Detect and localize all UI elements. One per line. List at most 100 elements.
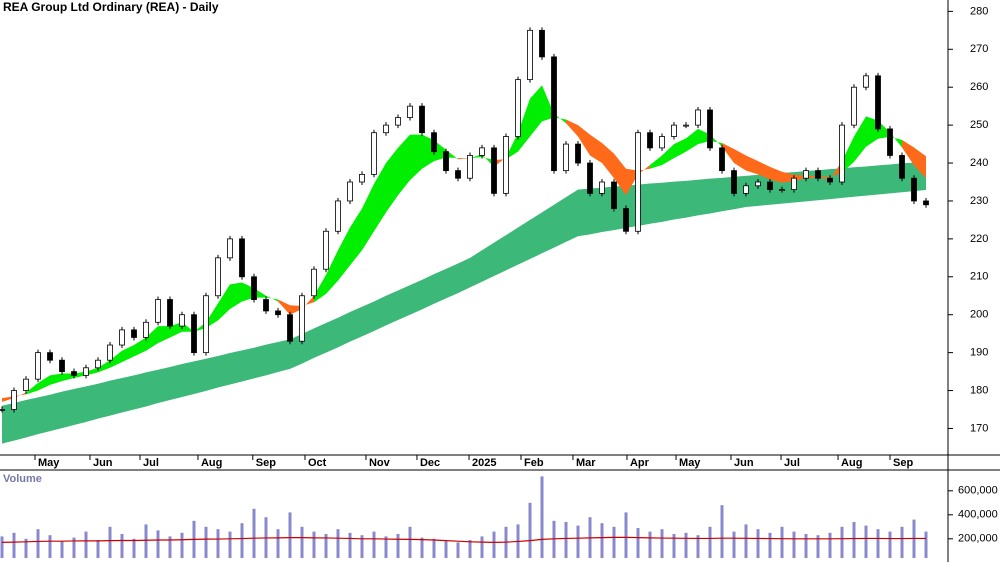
short-term-band [878, 120, 890, 139]
x-tick-label: May [38, 457, 60, 469]
short-term-band [734, 149, 746, 171]
short-term-band [362, 183, 374, 251]
volume-bar [720, 505, 724, 558]
candle [263, 299, 269, 312]
y-tick-label: 200 [970, 309, 988, 321]
volume-bar [600, 523, 604, 558]
volume-bar [156, 530, 160, 558]
candle [695, 109, 701, 126]
candle [395, 117, 401, 126]
short-term-band [266, 295, 278, 302]
short-term-band [806, 175, 818, 178]
short-term-band [686, 128, 698, 152]
candle [467, 155, 473, 179]
volume-bar [576, 525, 580, 558]
volume-bar [840, 526, 844, 558]
volume-bar [312, 531, 316, 558]
volume-bar [276, 529, 280, 558]
volume-bar [456, 542, 460, 558]
short-term-band [470, 154, 482, 159]
short-term-band [566, 119, 578, 137]
short-term-band [830, 161, 842, 180]
volume-bar [432, 538, 436, 558]
candle [587, 162, 593, 194]
candle [191, 314, 197, 354]
short-term-band [746, 155, 758, 175]
short-term-band [98, 360, 110, 373]
volume-bar [252, 508, 256, 558]
volume-bar [36, 529, 40, 558]
candle [371, 132, 377, 175]
y-tick-label: 180 [970, 384, 988, 396]
volume-bar [120, 534, 124, 558]
x-tick-label: Jun [93, 457, 113, 469]
volume-bar [924, 531, 928, 558]
volume-bar [744, 524, 748, 558]
short-term-band [842, 136, 854, 173]
y-tick-label: 220 [970, 233, 988, 245]
candle [215, 257, 221, 297]
candle [875, 75, 881, 130]
volume-bar [444, 541, 448, 558]
candle [779, 189, 785, 191]
volume-bar [0, 536, 4, 558]
x-tick-label: Feb [524, 457, 544, 469]
candle [275, 310, 281, 316]
volume-bar [540, 476, 544, 558]
volume-bar [132, 538, 136, 558]
candle [251, 276, 257, 300]
x-tick-label: Jul [143, 457, 159, 469]
short-term-band [542, 85, 554, 122]
short-term-band [14, 392, 26, 399]
short-term-band [506, 132, 518, 160]
short-term-band [710, 134, 722, 147]
x-tick-label: Jun [734, 457, 754, 469]
volume-bar [876, 529, 880, 558]
short-term-band [422, 134, 434, 169]
volume-bar [612, 526, 616, 558]
candle [719, 147, 725, 172]
volume-tick-label: 400,000 [958, 509, 998, 521]
volume-bar [240, 523, 244, 558]
volume-title: Volume [3, 473, 42, 485]
candle [791, 177, 797, 190]
x-tick-label: Aug [201, 457, 222, 469]
volume-bar [360, 535, 364, 558]
candle [131, 329, 137, 338]
short-term-band [122, 345, 134, 363]
candle [47, 352, 53, 361]
candle [443, 151, 449, 172]
volume-bar [84, 531, 88, 558]
volume-bar [72, 537, 76, 558]
candle [383, 124, 389, 134]
x-tick-label: Aug [841, 457, 862, 469]
volume-bar [468, 540, 472, 558]
short-term-band [74, 371, 86, 379]
short-term-band [182, 322, 194, 332]
short-term-band [374, 163, 386, 232]
volume-bar [672, 534, 676, 558]
short-term-band [62, 373, 74, 382]
short-term-band [134, 337, 146, 357]
x-tick-label: Oct [308, 457, 327, 469]
volume-bar [96, 540, 100, 558]
x-tick-label: 2025 [472, 457, 496, 469]
candle [335, 200, 341, 232]
short-term-band [674, 138, 686, 159]
short-term-band [170, 322, 182, 338]
candle [611, 181, 617, 209]
volume-bar [348, 532, 352, 558]
short-term-band [386, 147, 398, 213]
candle [479, 147, 485, 156]
short-term-band [50, 373, 62, 385]
volume-bar [420, 537, 424, 558]
short-term-band [458, 158, 470, 160]
candle [419, 105, 425, 134]
y-tick-label: 260 [970, 81, 988, 93]
volume-bar [804, 534, 808, 558]
short-term-band [638, 164, 650, 175]
volume-bar [648, 531, 652, 558]
candle [551, 56, 557, 172]
volume-tick-label: 200,000 [958, 533, 998, 545]
candle [659, 136, 665, 149]
